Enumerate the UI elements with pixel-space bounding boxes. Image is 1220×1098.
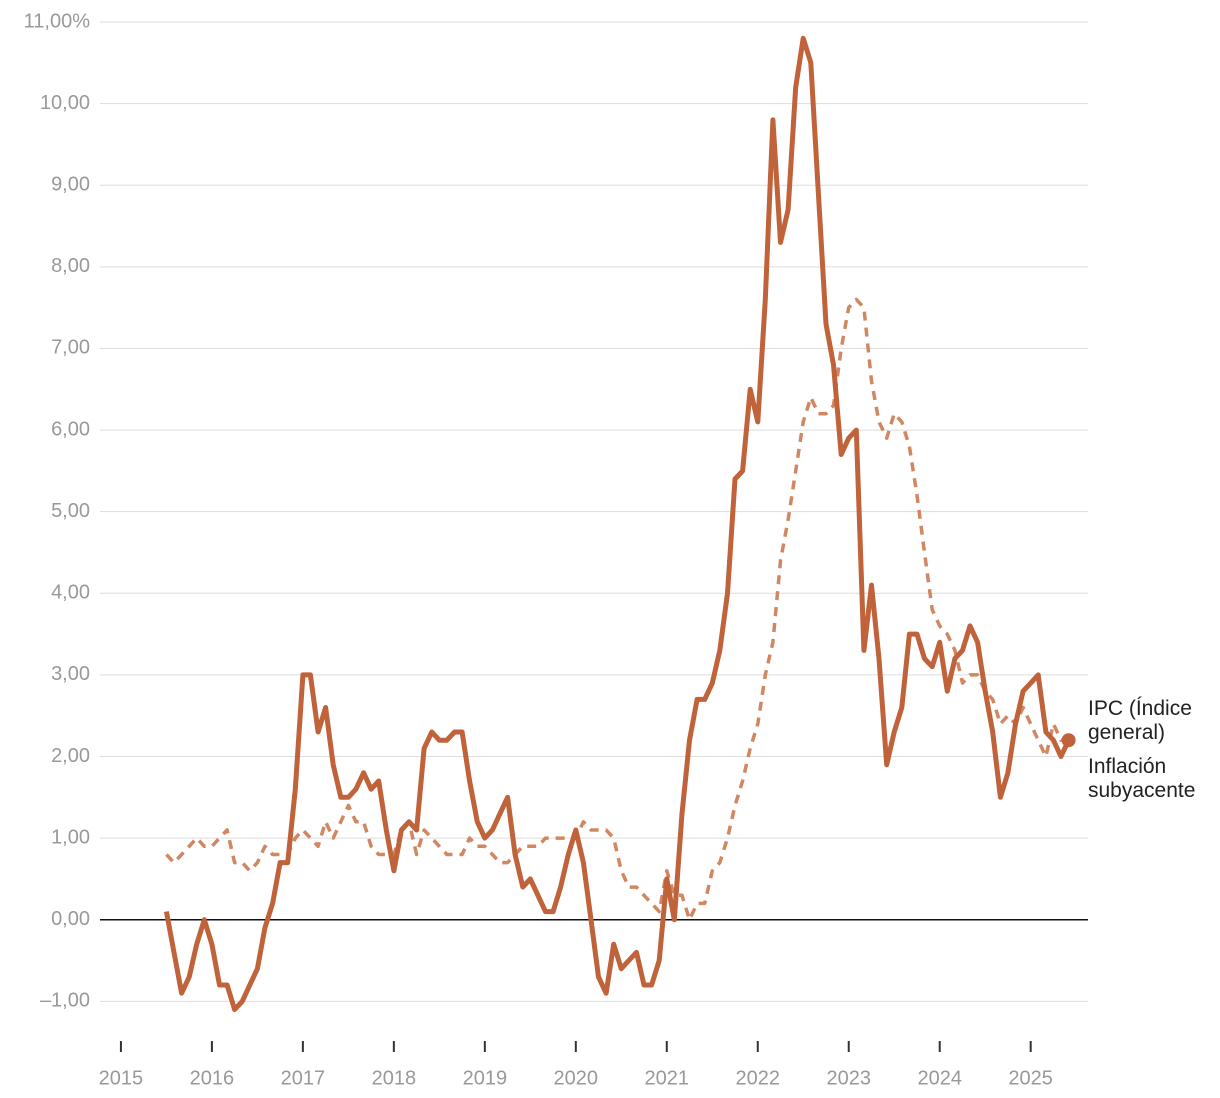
y-tick-label: 3,00 bbox=[51, 663, 90, 685]
x-tick-label: 2022 bbox=[736, 1067, 781, 1089]
series-line bbox=[163, 35, 1071, 1012]
series-line bbox=[165, 297, 1069, 922]
y-tick-label: 9,00 bbox=[51, 174, 90, 196]
y-tick-label: 2,00 bbox=[51, 745, 90, 767]
x-tick-label: 2016 bbox=[190, 1067, 235, 1089]
x-tick-label: 2018 bbox=[372, 1067, 417, 1089]
y-tick-label: 10,00 bbox=[40, 92, 90, 114]
x-tick-label: 2019 bbox=[463, 1067, 508, 1089]
y-tick-label: 4,00 bbox=[51, 582, 90, 604]
x-tick-label: 2023 bbox=[826, 1067, 871, 1089]
x-tick-label: 2024 bbox=[917, 1067, 962, 1089]
series-label: IPC (Índice general) bbox=[1088, 697, 1192, 744]
y-tick-label: –1,00 bbox=[40, 990, 90, 1012]
x-tick-label: 2017 bbox=[281, 1067, 326, 1089]
y-tick-label: 8,00 bbox=[51, 255, 90, 277]
series-label: Inflación subyacente bbox=[1088, 755, 1196, 802]
y-tick-label: 11,00% bbox=[24, 10, 91, 32]
y-tick-label: 6,00 bbox=[51, 418, 90, 440]
y-tick-label: 0,00 bbox=[51, 908, 90, 930]
x-tick-label: 2021 bbox=[645, 1067, 690, 1089]
y-tick-label: 5,00 bbox=[51, 500, 90, 522]
y-tick-label: 1,00 bbox=[51, 826, 90, 848]
x-tick-label: 2015 bbox=[99, 1067, 144, 1089]
end-dot bbox=[1061, 733, 1076, 748]
y-tick-label: 7,00 bbox=[51, 337, 90, 359]
x-tick-label: 2025 bbox=[1008, 1067, 1053, 1089]
x-tick-label: 2020 bbox=[554, 1067, 599, 1089]
